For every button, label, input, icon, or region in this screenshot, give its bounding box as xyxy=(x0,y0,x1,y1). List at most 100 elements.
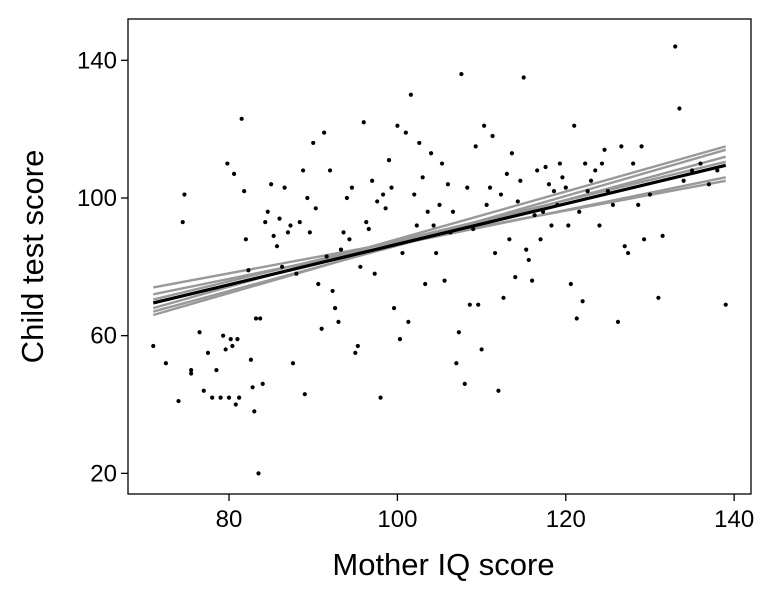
data-point xyxy=(277,216,282,221)
data-point xyxy=(205,350,211,355)
data-point xyxy=(302,392,307,397)
data-point xyxy=(535,168,540,173)
y-tick-label: 60 xyxy=(90,323,117,350)
data-point xyxy=(501,295,506,300)
y-tick-label: 100 xyxy=(77,185,117,212)
data-point xyxy=(585,189,590,194)
y-tick-label: 140 xyxy=(77,47,117,74)
data-point xyxy=(521,75,526,80)
data-point xyxy=(656,295,661,300)
data-point xyxy=(225,161,230,166)
fit-line xyxy=(152,163,727,305)
data-point xyxy=(465,185,470,190)
data-point xyxy=(252,409,257,414)
data-point xyxy=(214,367,219,373)
data-point xyxy=(176,398,181,404)
data-point xyxy=(557,161,562,166)
data-point xyxy=(442,278,447,283)
data-point xyxy=(210,395,215,400)
data-point xyxy=(243,237,248,242)
data-point xyxy=(597,223,602,228)
data-point xyxy=(462,381,467,386)
data-point xyxy=(515,199,520,204)
data-point xyxy=(290,361,296,366)
data-point xyxy=(395,123,400,128)
data-point xyxy=(383,206,388,211)
data-point xyxy=(353,350,358,355)
data-point xyxy=(420,175,425,180)
data-point xyxy=(631,161,636,166)
data-point xyxy=(228,337,233,342)
data-point xyxy=(490,133,495,139)
data-point xyxy=(450,209,456,214)
data-point xyxy=(513,275,518,280)
data-point xyxy=(218,395,223,400)
data-point xyxy=(437,202,442,207)
data-point xyxy=(305,195,310,201)
data-point xyxy=(297,219,302,225)
data-point xyxy=(566,223,571,228)
data-point xyxy=(574,316,579,321)
data-point xyxy=(543,164,548,170)
data-point xyxy=(615,319,621,324)
data-point xyxy=(414,223,419,228)
data-point xyxy=(560,175,565,180)
data-point xyxy=(439,161,445,166)
data-point xyxy=(260,381,265,386)
data-point xyxy=(406,319,411,324)
data-point xyxy=(248,357,254,362)
data-point xyxy=(636,202,641,207)
data-point xyxy=(496,388,501,393)
y-axis-ticks: 20 60 100 140 xyxy=(77,47,128,487)
data-point xyxy=(253,316,259,321)
data-point xyxy=(263,219,268,225)
data-point xyxy=(282,185,287,190)
data-point xyxy=(311,140,316,146)
data-point xyxy=(397,337,403,342)
data-point xyxy=(526,257,531,263)
data-point xyxy=(641,237,647,242)
data-point xyxy=(403,130,408,135)
data-point xyxy=(347,237,352,242)
x-tick-label: 80 xyxy=(216,506,243,533)
data-point xyxy=(622,244,627,249)
sim-line-5 xyxy=(152,160,727,301)
data-point xyxy=(610,202,616,207)
data-point xyxy=(583,161,588,166)
data-point xyxy=(698,161,703,166)
data-point xyxy=(265,209,270,214)
data-point xyxy=(370,178,375,183)
data-point xyxy=(237,395,242,400)
data-point xyxy=(681,178,686,183)
data-point xyxy=(361,120,366,125)
data-point xyxy=(330,288,335,294)
data-point xyxy=(288,223,293,228)
data-point xyxy=(333,306,338,311)
data-point xyxy=(563,185,568,190)
data-point xyxy=(549,223,554,228)
data-point xyxy=(391,306,397,311)
data-point xyxy=(327,168,333,173)
data-point xyxy=(551,189,557,194)
data-point xyxy=(366,226,371,232)
x-tick-label: 100 xyxy=(377,506,417,533)
data-point xyxy=(577,209,582,214)
data-point xyxy=(151,343,156,349)
data-point xyxy=(673,44,678,49)
data-point xyxy=(316,281,321,287)
data-point xyxy=(182,192,187,197)
data-point xyxy=(476,302,481,307)
data-point xyxy=(602,147,607,152)
data-point xyxy=(400,250,405,256)
data-point xyxy=(313,206,318,211)
data-point xyxy=(546,182,552,187)
data-point xyxy=(509,151,515,156)
data-point xyxy=(484,202,489,207)
x-tick-label: 120 xyxy=(546,506,586,533)
x-axis-ticks: 80 100 120 140 xyxy=(216,494,754,533)
data-point xyxy=(274,244,280,249)
data-point xyxy=(487,185,493,190)
data-point xyxy=(201,388,206,393)
data-point xyxy=(445,182,451,187)
data-points xyxy=(151,44,728,476)
